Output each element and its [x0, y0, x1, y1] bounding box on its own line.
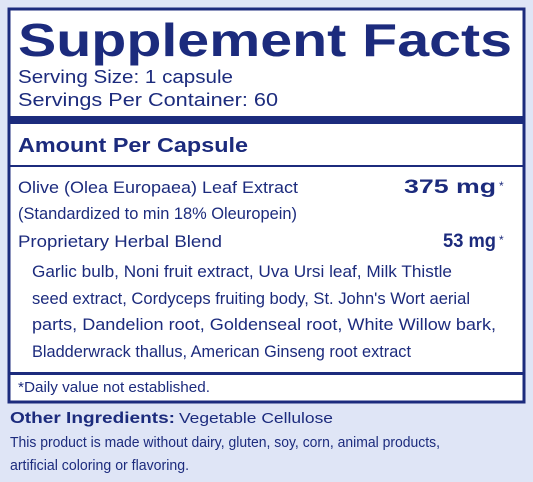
servings-per-container: Servings Per Container: 60 [18, 90, 278, 110]
daily-value-mark: * [499, 179, 504, 193]
daily-value-mark: * [499, 233, 504, 247]
other-ingredients-text: Vegetable Cellulose [179, 410, 333, 427]
ingredient-amount: 375 mg [404, 177, 496, 198]
disclaimer-line: artificial coloring or flavoring. [10, 457, 189, 474]
title: Supplement Facts [18, 14, 512, 66]
blend-component: parts, Dandelion root, Goldenseal root, … [32, 315, 496, 334]
thin-rule [10, 165, 523, 167]
blend-component: Garlic bulb, Noni fruit extract, Uva Urs… [32, 262, 452, 281]
blend-component: seed extract, Cordyceps fruiting body, S… [32, 289, 470, 308]
serving-size: Serving Size: 1 capsule [18, 67, 233, 87]
bottom-rule [10, 372, 523, 375]
thick-rule [10, 116, 523, 124]
blend-component: Bladderwrack thallus, American Ginseng r… [32, 342, 411, 361]
disclaimer-line: This product is made without dairy, glut… [10, 434, 440, 451]
ingredient-note: (Standardized to min 18% Oleuropein) [18, 204, 297, 223]
facts-panel [7, 7, 526, 404]
amount-header: Amount Per Capsule [18, 135, 248, 157]
ingredient-name: Proprietary Herbal Blend [18, 232, 222, 251]
ingredient-amount: 53 mg [443, 231, 496, 252]
footnote: *Daily value not established. [18, 379, 210, 396]
other-ingredients-label: Other Ingredients: [10, 410, 175, 427]
ingredient-name: Olive (Olea Europaea) Leaf Extract [18, 178, 298, 197]
